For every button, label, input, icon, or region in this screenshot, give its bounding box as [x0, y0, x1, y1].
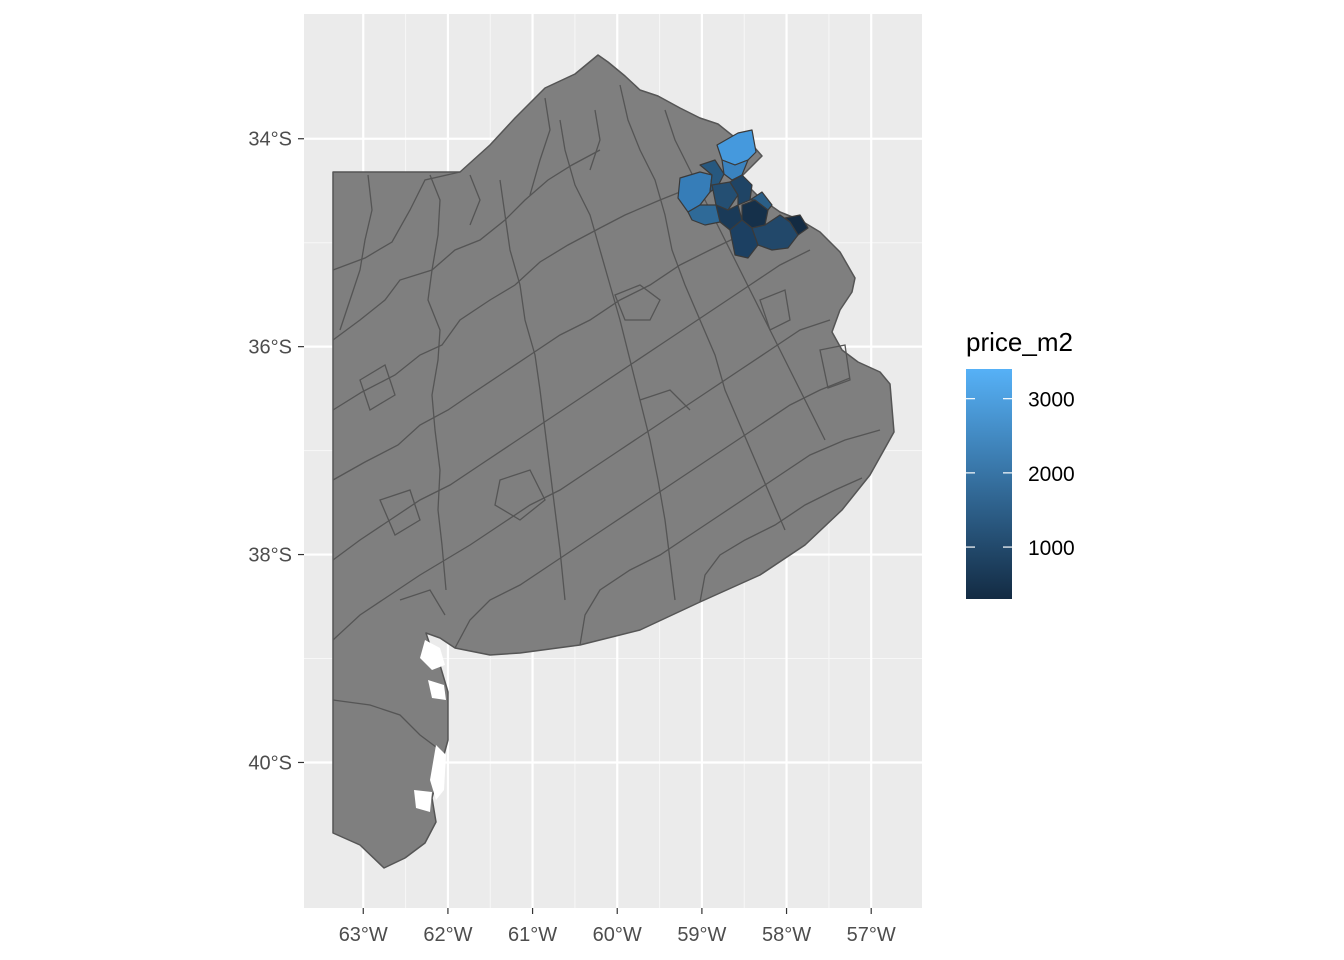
x-tick-label: 60°W — [593, 924, 642, 946]
x-axis-labels: 63°W 62°W 61°W 60°W 59°W 58°W 57°W — [339, 924, 896, 946]
district-shape — [687, 204, 721, 226]
y-tick-label: 38°S — [248, 545, 292, 567]
legend-tick-label: 3000 — [1028, 389, 1075, 412]
axis-ticks — [298, 138, 872, 914]
y-tick-label: 40°S — [248, 752, 292, 774]
x-tick-label: 57°W — [847, 924, 896, 946]
y-tick-label: 34°S — [248, 129, 292, 151]
district-shape — [677, 171, 713, 213]
x-tick-label: 58°W — [762, 924, 811, 946]
x-tick-label: 61°W — [508, 924, 557, 946]
colored-districts — [677, 129, 809, 259]
legend-colorbar — [966, 369, 1012, 599]
x-tick-label: 63°W — [339, 924, 388, 946]
coastal-islands — [414, 640, 446, 812]
department-boundaries — [332, 84, 881, 751]
y-tick-label: 36°S — [248, 337, 292, 359]
x-tick-label: 59°W — [677, 924, 726, 946]
x-tick-label: 62°W — [423, 924, 472, 946]
y-axis-labels: 34°S 36°S 38°S 40°S — [248, 129, 292, 775]
legend: price_m2 1000 2000 3000 — [966, 327, 1075, 599]
district-shape — [751, 214, 799, 251]
legend-tick-label: 2000 — [1028, 463, 1075, 486]
district-shape — [711, 181, 739, 211]
legend-title: price_m2 — [966, 327, 1073, 357]
legend-ticks — [966, 398, 1012, 548]
legend-tick-label: 1000 — [1028, 537, 1075, 560]
district-shape — [749, 191, 773, 211]
legend-labels: 1000 2000 3000 — [1028, 389, 1075, 560]
district-shape — [784, 214, 809, 236]
province-buenos-aires — [332, 54, 895, 869]
